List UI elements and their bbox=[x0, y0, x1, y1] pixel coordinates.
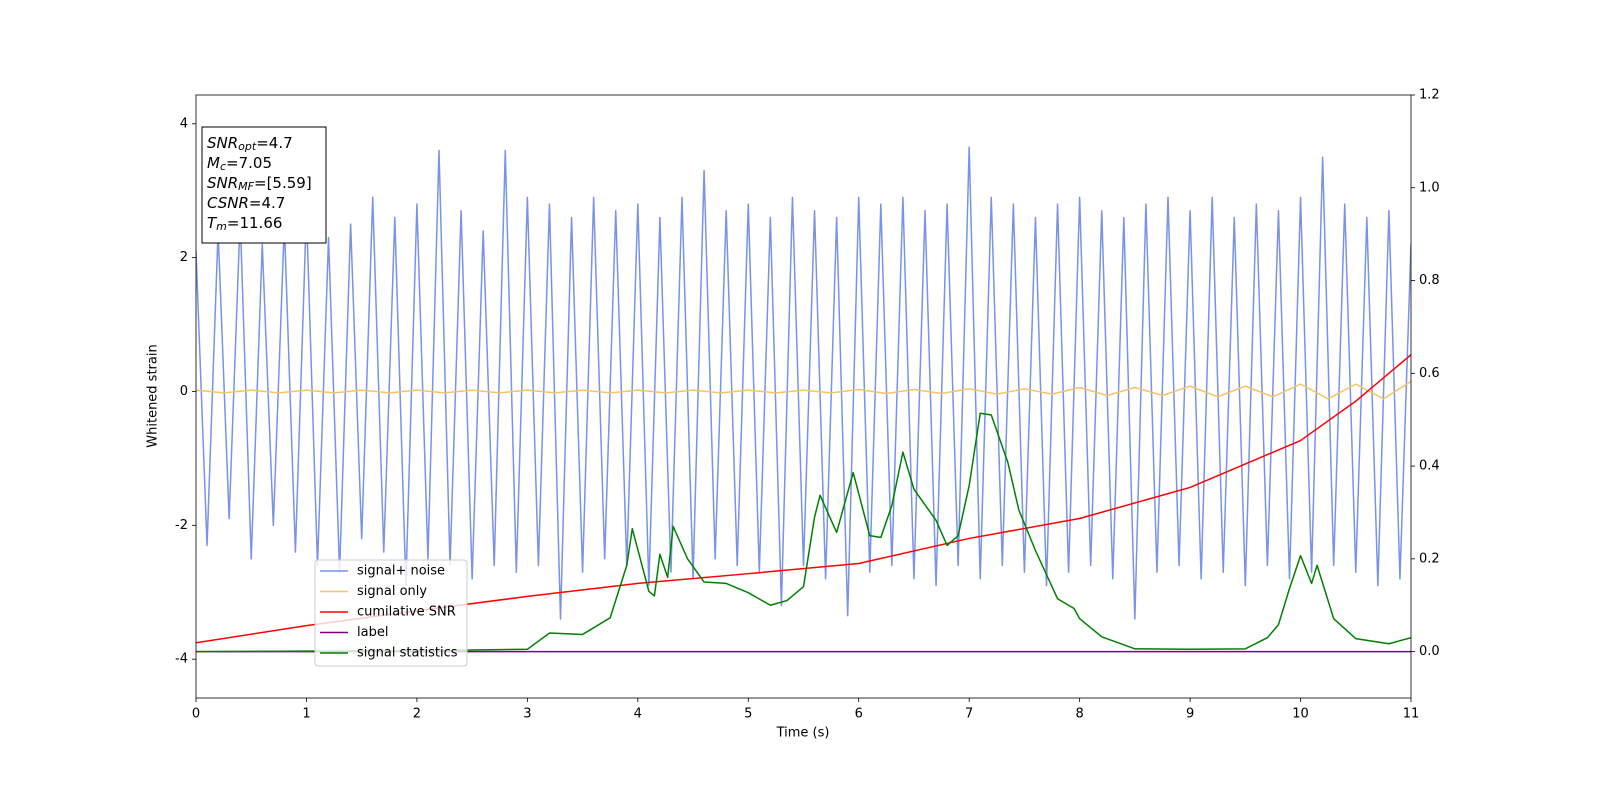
legend: signal+ noise signal only cumilative SNR la… bbox=[314, 559, 468, 667]
y2-tick-label: 0.0 bbox=[1419, 644, 1440, 659]
annotation-text: =11.66 bbox=[227, 214, 283, 232]
y2-tick-label: 1.2 bbox=[1419, 88, 1440, 103]
x-tick-label: 10 bbox=[1292, 707, 1309, 722]
x-tick-label: 0 bbox=[192, 707, 200, 722]
x-tick-label: 2 bbox=[413, 707, 421, 722]
legend-box bbox=[314, 559, 468, 667]
annotation-text: =7.05 bbox=[226, 154, 272, 172]
y2-tick-label: 0.8 bbox=[1419, 273, 1440, 288]
x-tick-label: 6 bbox=[855, 707, 863, 722]
series-line bbox=[196, 412, 1411, 653]
annotation-frame bbox=[201, 126, 327, 244]
series-line bbox=[196, 146, 1411, 620]
annotation-line: Mc=7.05 bbox=[207, 154, 272, 174]
annotation-text: =4.7 bbox=[249, 194, 285, 212]
x-tick-label: 4 bbox=[634, 707, 642, 722]
x-tick-label: 5 bbox=[744, 707, 752, 722]
annotation-box: SNRopt=4.7Mc=7.05SNRMF=[5.59]CSNR=4.7Tm=… bbox=[201, 126, 327, 244]
y-tick-label: -2 bbox=[175, 518, 188, 533]
y2-tick-label: 0.4 bbox=[1419, 459, 1440, 474]
y-tick-label: 4 bbox=[180, 116, 188, 131]
y-tick-label: -4 bbox=[175, 652, 188, 667]
x-axis-label: Time (s) bbox=[776, 726, 830, 741]
y2-tick-label: 0.2 bbox=[1419, 551, 1440, 566]
annotation-subscript: opt bbox=[238, 140, 257, 153]
y-tick-label: 2 bbox=[180, 250, 188, 265]
annotation-subscript: c bbox=[220, 160, 226, 173]
annotation-text: =[5.59] bbox=[254, 174, 312, 192]
x-tick-label: 7 bbox=[965, 707, 973, 722]
x-tick-label: 1 bbox=[302, 707, 310, 722]
annotation-line: CSNR=4.7 bbox=[207, 194, 285, 212]
x-tick-label: 8 bbox=[1075, 707, 1083, 722]
annotation-subscript: m bbox=[216, 220, 227, 233]
x-tick-label: 3 bbox=[523, 707, 531, 722]
x-tick-label: 11 bbox=[1403, 707, 1420, 722]
y2-tick-label: 0.6 bbox=[1419, 366, 1440, 381]
legend-label: signal only bbox=[357, 584, 427, 599]
x-tick-label: 9 bbox=[1186, 707, 1194, 722]
annotation-symbol: SNR bbox=[207, 174, 238, 192]
annotation-line: Tm=11.66 bbox=[207, 214, 282, 234]
axes-frame bbox=[195, 94, 1412, 699]
legend-label: cumilative SNR bbox=[357, 605, 456, 620]
series-line bbox=[196, 380, 1411, 400]
annotation-symbol: CSNR bbox=[207, 194, 249, 212]
y2-tick-label: 1.0 bbox=[1419, 180, 1440, 195]
annotation-line: SNRMF=[5.59] bbox=[207, 174, 312, 194]
annotation-symbol: T bbox=[207, 214, 218, 232]
legend-label: signal statistics bbox=[357, 646, 458, 661]
annotation-symbol: M bbox=[207, 154, 220, 172]
annotation-symbol: SNR bbox=[207, 134, 238, 152]
y-tick-label: 0 bbox=[180, 384, 188, 399]
legend-label: signal+ noise bbox=[357, 564, 445, 579]
legend-label: label bbox=[357, 625, 388, 640]
annotation-text: =4.7 bbox=[256, 134, 292, 152]
annotation-line: SNRopt=4.7 bbox=[207, 134, 293, 154]
annotation-subscript: MF bbox=[238, 180, 254, 193]
y-axis-label: Whitened strain bbox=[146, 344, 161, 447]
